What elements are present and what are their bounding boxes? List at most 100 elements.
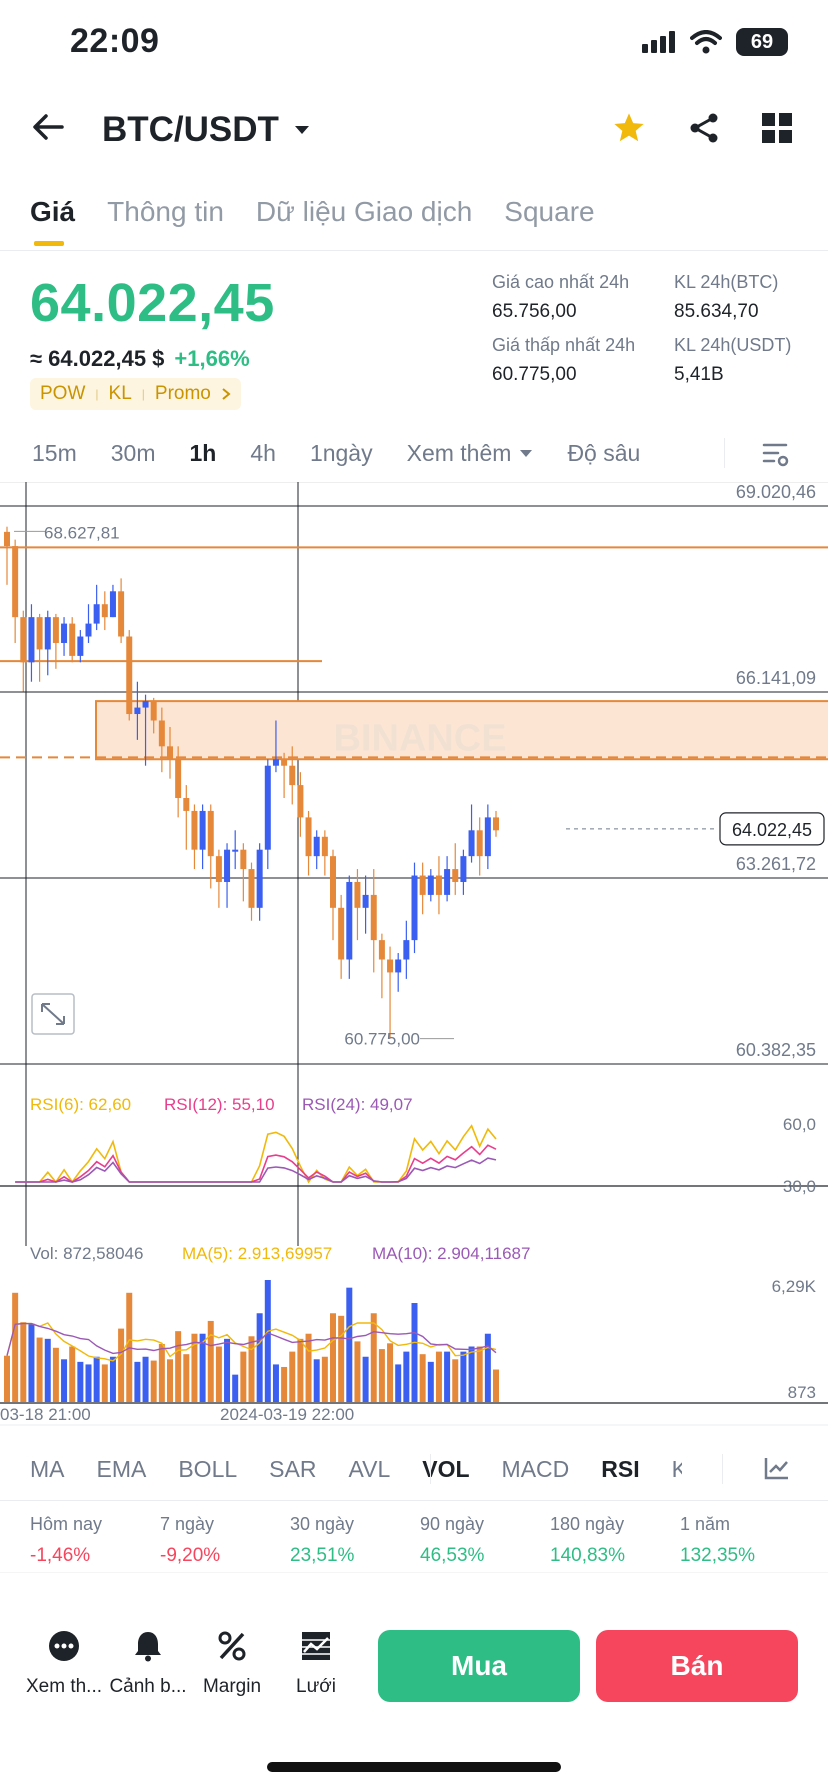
price-chart[interactable]: 69.020,46 66.141,09 63.261,72 60.382,35 BINA… <box>0 482 828 1426</box>
volume-ma10-label: MA(10): 2.904,11687 <box>372 1244 530 1263</box>
interval-1d[interactable]: 1ngày <box>309 440 373 466</box>
star-icon[interactable] <box>612 112 646 144</box>
indicator-avl[interactable]: AVL <box>348 1456 391 1482</box>
candle-body <box>346 881 353 960</box>
candle-body <box>224 849 231 882</box>
indicator-macd[interactable]: MACD <box>501 1456 570 1482</box>
action-grid[interactable]: Lưới <box>274 1630 358 1698</box>
tab-price[interactable]: Giá <box>30 196 76 246</box>
pair-selector[interactable]: BTC/USDT <box>102 110 311 150</box>
volume-bar <box>12 1292 19 1402</box>
candle-body <box>403 940 410 960</box>
indicator-settings-button[interactable] <box>764 1456 790 1485</box>
candle-body <box>272 759 279 766</box>
badge-kl[interactable]: KL <box>108 383 132 404</box>
indicator-sar[interactable]: SAR <box>269 1456 317 1482</box>
indicator-boll[interactable]: BOLL <box>178 1456 238 1482</box>
fiat-line: ≈ 64.022,45 $ +1,66% <box>30 346 250 372</box>
candle-body <box>330 856 336 908</box>
volume-bar <box>44 1338 51 1402</box>
candle-body <box>183 798 190 811</box>
interval-more[interactable]: Xem thêm <box>407 440 534 467</box>
tab-trading-data[interactable]: Dữ liệu Giao dịch <box>255 196 473 227</box>
tab-square[interactable]: Square <box>504 196 595 227</box>
depth-tab[interactable]: Độ sâu <box>567 440 641 466</box>
indicator-rsi[interactable]: RSI <box>601 1456 640 1482</box>
candle-body <box>444 869 451 895</box>
indicator-k[interactable]: K <box>671 1456 682 1482</box>
volume-bar <box>468 1346 475 1402</box>
volume-bar <box>289 1351 296 1402</box>
divider <box>0 1572 828 1573</box>
buy-button[interactable]: Mua <box>378 1630 580 1702</box>
candle-body <box>77 636 84 656</box>
volume-bar <box>476 1346 483 1402</box>
volume-bar <box>101 1364 108 1402</box>
chart-settings-button[interactable] <box>762 442 790 473</box>
candle-body <box>142 701 149 708</box>
candle-body <box>85 623 92 637</box>
volume-bar <box>452 1359 459 1402</box>
action-margin[interactable]: Margin <box>190 1630 274 1698</box>
badge-pow[interactable]: POW <box>40 383 86 404</box>
volume-bar <box>167 1359 173 1402</box>
rsi6-label: RSI(6): 62,60 <box>30 1095 131 1114</box>
volume-bar <box>264 1280 271 1402</box>
share-icon[interactable] <box>688 112 720 144</box>
candle-body <box>281 759 288 766</box>
divider <box>430 1454 431 1484</box>
header-actions <box>612 112 792 144</box>
chart-line-icon <box>764 1458 788 1480</box>
low-marker: 60.775,00 <box>344 1030 420 1049</box>
interval-1h[interactable]: 1h <box>189 440 217 466</box>
candle-body <box>150 701 157 721</box>
interval-4h[interactable]: 4h <box>250 440 276 466</box>
candle-body <box>370 894 377 941</box>
stat-vol-usdt: KL 24h(USDT) 5,41B <box>674 335 792 385</box>
volume-bar <box>403 1351 410 1402</box>
tab-info[interactable]: Thông tin <box>107 196 224 227</box>
back-button[interactable] <box>30 112 66 147</box>
candle-body <box>12 546 19 618</box>
indicator-ma[interactable]: MA <box>30 1456 65 1482</box>
rsi-level: 30,0 <box>783 1177 816 1196</box>
sell-button[interactable]: Bán <box>596 1630 798 1702</box>
price-axis-label: 69.020,46 <box>736 482 816 502</box>
home-indicator <box>267 1762 561 1772</box>
indicator-ema[interactable]: EMA <box>96 1456 147 1482</box>
volume-bar <box>281 1366 288 1402</box>
volume-bar <box>330 1313 336 1402</box>
price-axis-label: 63.261,72 <box>736 854 816 874</box>
status-time: 22:09 <box>70 22 160 60</box>
perf-7d: 7 ngày -9,20% <box>160 1514 221 1566</box>
perf-90d: 90 ngày 46,53% <box>420 1514 485 1566</box>
candle-body <box>118 591 125 637</box>
perf-30d: 30 ngày 23,51% <box>290 1514 355 1566</box>
candle-body <box>207 810 214 857</box>
candle-body <box>158 720 165 747</box>
candle-body <box>435 875 442 895</box>
price-change: +1,66% <box>174 346 250 371</box>
expand-icon <box>41 1003 65 1025</box>
badge-promo[interactable]: Promo <box>154 383 211 404</box>
volume-ma-line <box>6 1322 497 1356</box>
candle-body <box>493 817 499 831</box>
interval-30m[interactable]: 30m <box>110 440 156 466</box>
volume-bar <box>191 1333 198 1402</box>
volume-bar <box>150 1360 157 1402</box>
candle-body <box>240 849 247 870</box>
candle-body <box>484 817 491 857</box>
tag-badges[interactable]: POW | KL | Promo <box>30 378 241 410</box>
volume-label: Vol: 872,58046 <box>30 1244 143 1263</box>
candle-body <box>248 869 255 908</box>
action-more[interactable]: Xem th... <box>22 1630 106 1698</box>
candle-body <box>126 636 133 715</box>
stats-grid: Giá cao nhất 24h 65.756,00 KL 24h(BTC) 85.… <box>492 272 828 386</box>
candle-body <box>134 707 141 715</box>
candle-body <box>61 623 68 643</box>
interval-15m[interactable]: 15m <box>32 440 77 466</box>
high-marker: 68.627,81 <box>44 523 120 542</box>
apps-grid-icon[interactable] <box>762 113 792 143</box>
action-alert[interactable]: Cảnh b... <box>106 1630 190 1698</box>
volume-bar <box>338 1315 345 1402</box>
